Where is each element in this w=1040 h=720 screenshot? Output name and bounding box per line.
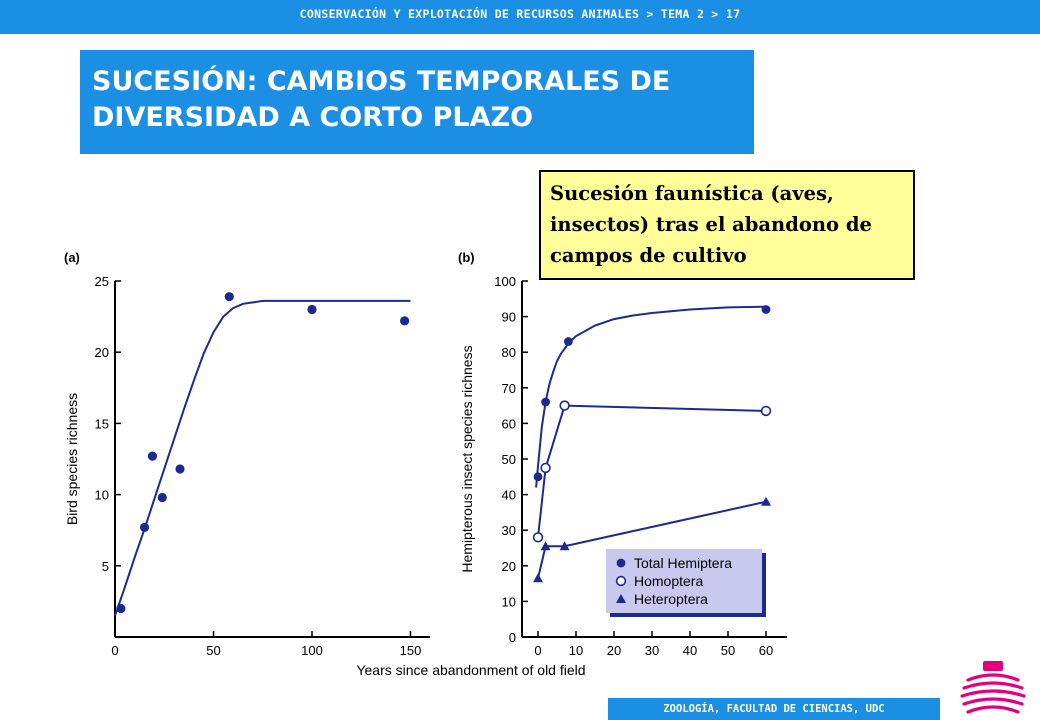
data-point-total-hemiptera xyxy=(761,305,771,314)
x-tick-label: 0 xyxy=(534,643,541,658)
legend-label: Homoptera xyxy=(634,573,703,589)
slide-title-line-2: DIVERSIDAD A CORTO PLAZO xyxy=(92,102,534,133)
udc-logo-icon xyxy=(960,661,1026,714)
y-tick-label: 70 xyxy=(502,381,516,396)
callout-text: Sucesión faunística (aves, insectos) tra… xyxy=(550,178,906,271)
series-line-heteroptera xyxy=(537,500,767,579)
y-tick-label: 90 xyxy=(502,310,516,325)
x-tick-label: 0 xyxy=(111,643,118,658)
x-tick-label: 40 xyxy=(683,643,697,658)
data-point-heteroptera xyxy=(559,541,570,551)
footer-text: ZOOLOGÍA, FACULTAD DE CIENCIAS, UDC xyxy=(663,703,885,715)
y-tick-label: 10 xyxy=(95,488,109,503)
x-tick-label: 10 xyxy=(569,643,583,658)
callout-line-2: insectos) tras el abandono de xyxy=(550,213,872,236)
footer-bar: ZOOLOGÍA, FACULTAD DE CIENCIAS, UDC xyxy=(608,698,940,720)
callout-line-3: campos de cultivo xyxy=(550,244,747,267)
x-tick-label: 50 xyxy=(206,643,220,658)
y-tick-label: 100 xyxy=(494,274,516,289)
legend-marker xyxy=(616,558,626,568)
legend-label: Total Hemiptera xyxy=(634,555,732,571)
panel-label: (b) xyxy=(458,250,475,265)
slide-title: SUCESIÓN: CAMBIOS TEMPORALES DE DIVERSID… xyxy=(92,64,742,136)
legend-marker xyxy=(615,575,627,587)
x-tick-label: 150 xyxy=(400,643,422,658)
data-point-homoptera xyxy=(532,532,544,543)
y-tick-label: 40 xyxy=(502,488,516,503)
data-point-total-hemiptera xyxy=(541,397,550,407)
data-point xyxy=(224,292,234,302)
data-point-homoptera xyxy=(540,462,551,474)
chart-panel-a: 5 10 15 20 25 0 50 100 150 (a) Bird species richne… xyxy=(64,250,430,658)
data-point-heteroptera xyxy=(761,496,771,506)
panel-label: (a) xyxy=(64,250,80,265)
breadcrumb: CONSERVACIÓN Y EXPLOTACIÓN DE RECURSOS A… xyxy=(299,7,741,21)
data-point xyxy=(175,464,185,474)
y-tick-label: 20 xyxy=(95,345,109,360)
callout-line-1: Sucesión faunística (aves, xyxy=(550,182,834,205)
y-axis-title: Hemipterous insect species richness xyxy=(459,345,475,572)
data-point-homoptera xyxy=(559,400,570,411)
x-axis-title: Years since abandonment of old field xyxy=(356,662,585,678)
x-tick-label: 60 xyxy=(759,643,773,658)
data-point-total-hemiptera xyxy=(533,472,543,482)
y-tick-label: 10 xyxy=(502,594,516,609)
y-tick-label: 50 xyxy=(502,452,516,467)
chart-panel-b: 0 10 20 30 40 50 60 70 80 90 100 0 10 20 30 40 50 60 (b) He… xyxy=(458,250,787,658)
data-point xyxy=(139,522,150,532)
data-point xyxy=(307,304,317,315)
callout-box: Sucesión faunística (aves, insectos) tra… xyxy=(539,170,915,280)
y-tick-label: 20 xyxy=(502,559,516,574)
y-tick-label: 0 xyxy=(509,630,516,645)
slide-title-line-1: SUCESIÓN: CAMBIOS TEMPORALES DE xyxy=(92,66,671,97)
data-point xyxy=(157,492,167,503)
y-axis-title: Bird species richness xyxy=(64,393,80,525)
legend-box xyxy=(606,549,762,613)
y-tick-label: 60 xyxy=(502,416,516,431)
data-point-homoptera xyxy=(760,405,772,417)
data-point xyxy=(147,451,158,461)
legend-marker xyxy=(616,594,626,603)
x-tick-label: 20 xyxy=(607,643,621,658)
data-point-heteroptera xyxy=(540,541,551,551)
series-line-total-hemiptera xyxy=(535,305,767,488)
y-tick-label: 5 xyxy=(102,559,109,574)
y-tick-label: 30 xyxy=(502,523,516,538)
data-point xyxy=(399,316,410,326)
fit-curve xyxy=(114,299,411,616)
data-point-total-hemiptera xyxy=(564,337,573,346)
y-tick-label: 25 xyxy=(95,274,109,289)
y-tick-label: 15 xyxy=(95,416,109,431)
legend-label: Heteroptera xyxy=(634,591,708,607)
header-bar: CONSERVACIÓN Y EXPLOTACIÓN DE RECURSOS A… xyxy=(0,0,1040,34)
x-tick-label: 100 xyxy=(301,643,323,658)
x-tick-label: 50 xyxy=(721,643,735,658)
x-tick-label: 30 xyxy=(645,643,659,658)
y-tick-label: 80 xyxy=(502,345,516,360)
data-point-heteroptera xyxy=(533,573,543,583)
slide-title-box: SUCESIÓN: CAMBIOS TEMPORALES DE DIVERSID… xyxy=(80,50,754,154)
series-line-homoptera xyxy=(537,404,767,538)
data-point xyxy=(116,603,126,614)
